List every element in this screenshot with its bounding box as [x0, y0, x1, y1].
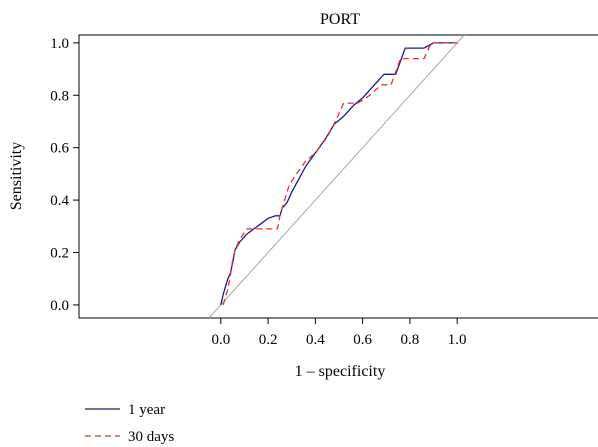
plot-frame	[78, 34, 598, 319]
legend-label-30-days: 30 days	[128, 429, 174, 445]
x-tick-label: 1.0	[448, 332, 467, 348]
y-tick-label: 0.8	[50, 88, 69, 104]
y-tick-label: 0.0	[50, 298, 69, 314]
series-line-1-year	[220, 42, 458, 306]
chart-title: PORT	[320, 11, 360, 28]
y-tick-label: 0.6	[50, 141, 69, 157]
legend-label-1-year: 1 year	[128, 402, 165, 418]
x-tick-label: 0.0	[211, 332, 230, 348]
legend: 1 year 30 days	[85, 402, 174, 445]
y-axis: 0.0 0.2 0.4 0.6 0.8 1.0	[50, 36, 80, 314]
y-tick-label: 0.2	[50, 245, 69, 261]
x-tick-label: 0.4	[306, 332, 325, 348]
x-tick-label: 0.6	[353, 332, 372, 348]
x-tick-label: 0.8	[401, 332, 420, 348]
series-line-30-days	[222, 42, 458, 306]
x-tick-label: 0.2	[259, 332, 278, 348]
x-axis: 0.0 0.2 0.4 0.6 0.8 1.0	[211, 317, 467, 348]
y-axis-label: Sensitivity	[8, 142, 25, 210]
x-axis-label: 1 – specificity	[295, 363, 386, 380]
reference-diagonal	[208, 34, 465, 319]
y-tick-label: 1.0	[50, 36, 69, 52]
plot-area	[208, 34, 465, 319]
y-tick-label: 0.4	[50, 193, 69, 209]
